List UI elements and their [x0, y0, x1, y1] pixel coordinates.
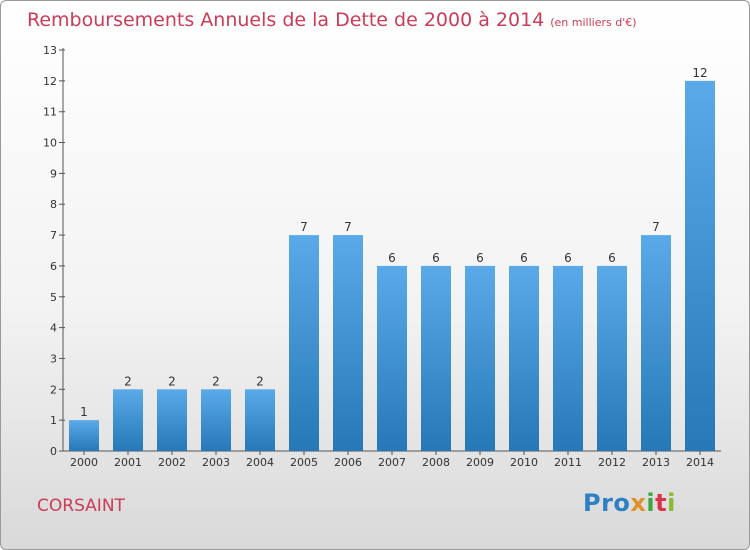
- x-tick-label: 2008: [422, 456, 450, 469]
- y-tick-label: 12: [43, 75, 57, 88]
- y-tick-label: 4: [50, 322, 57, 335]
- bar-value-label: 12: [692, 66, 707, 80]
- x-tick-label: 2012: [598, 456, 626, 469]
- bar: [421, 265, 451, 451]
- bar-value-label: 2: [168, 374, 176, 388]
- bar: [333, 235, 363, 451]
- logo-part-2: x: [630, 489, 647, 517]
- x-tick-label: 2011: [554, 456, 582, 469]
- x-tick-label: 2001: [114, 456, 142, 469]
- y-tick-label: 1: [50, 414, 57, 427]
- logo-part-3: i: [646, 489, 656, 517]
- bar: [157, 389, 187, 451]
- bar: [553, 265, 583, 451]
- y-tick-label: 9: [50, 167, 57, 180]
- x-tick-label: 2014: [686, 456, 714, 469]
- bar-value-label: 6: [388, 251, 396, 265]
- bar: [69, 420, 99, 451]
- x-tick-label: 2006: [334, 456, 362, 469]
- x-tick-label: 2013: [642, 456, 670, 469]
- x-tick-label: 2002: [158, 456, 186, 469]
- x-tick-label: 2007: [378, 456, 406, 469]
- bar: [289, 235, 319, 451]
- x-tick-label: 2005: [290, 456, 318, 469]
- bar-value-label: 7: [652, 220, 660, 234]
- y-tick-label: 6: [50, 260, 57, 273]
- bar-value-label: 1: [80, 405, 88, 419]
- bar-value-label: 7: [300, 220, 308, 234]
- bar: [377, 265, 407, 451]
- chart-unit: (en milliers d'€): [550, 16, 637, 29]
- bar-value-label: 2: [124, 374, 132, 388]
- bar: [245, 389, 275, 451]
- bar: [509, 265, 539, 451]
- bar: [641, 235, 671, 451]
- proxiti-logo: Proxiti: [583, 489, 676, 517]
- y-tick-label: 13: [43, 44, 57, 57]
- logo-part-1: Pro: [583, 489, 631, 517]
- bar: [201, 389, 231, 451]
- bar-value-label: 6: [476, 251, 484, 265]
- bar: [465, 265, 495, 451]
- bar-value-label: 6: [564, 251, 572, 265]
- bar: [113, 389, 143, 451]
- y-tick-label: 2: [50, 383, 57, 396]
- x-tick-label: 2009: [466, 456, 494, 469]
- logo-part-4: t: [655, 489, 668, 517]
- chart-title-text: Remboursements Annuels de la Dette de 20…: [27, 9, 545, 31]
- x-tick-label: 2003: [202, 456, 230, 469]
- y-tick-label: 10: [43, 137, 57, 150]
- bar: [685, 80, 715, 451]
- logo-part-5: i: [667, 489, 676, 517]
- bar-value-label: 6: [432, 251, 440, 265]
- bar: [597, 265, 627, 451]
- chart-title: Remboursements Annuels de la Dette de 20…: [27, 9, 637, 31]
- y-tick-label: 8: [50, 198, 57, 211]
- x-tick-label: 2000: [70, 456, 98, 469]
- x-tick-label: 2004: [246, 456, 274, 469]
- bar-value-label: 6: [520, 251, 528, 265]
- chart-bars: [69, 80, 715, 451]
- y-tick-label: 11: [43, 106, 57, 119]
- x-tick-label: 2010: [510, 456, 538, 469]
- commune-name: CORSAINT: [37, 496, 125, 516]
- y-tick-label: 7: [50, 229, 57, 242]
- bar-value-label: 6: [608, 251, 616, 265]
- bar-value-label: 7: [344, 220, 352, 234]
- y-tick-label: 5: [50, 291, 57, 304]
- y-tick-label: 3: [50, 352, 57, 365]
- bar-value-label: 2: [256, 374, 264, 388]
- y-tick-label: 0: [50, 445, 57, 458]
- bar-value-label: 2: [212, 374, 220, 388]
